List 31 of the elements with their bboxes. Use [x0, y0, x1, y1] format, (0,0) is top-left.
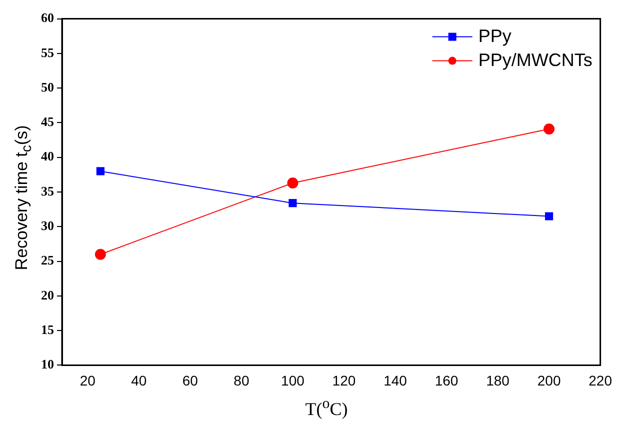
x-tick-label: 180	[486, 372, 510, 388]
point	[94, 248, 106, 260]
y-tick-label: 60	[41, 10, 54, 26]
x-tick-label: 160	[434, 372, 458, 388]
legend-label: PPy/MWCNTs	[478, 50, 592, 70]
y-tick-label: 40	[41, 148, 54, 164]
x-tick-label: 220	[588, 372, 612, 388]
x-tick-label: 120	[332, 372, 356, 388]
x-tick-label: 80	[234, 372, 250, 388]
y-tick-label: 35	[41, 183, 54, 198]
x-tick-label: 20	[80, 372, 96, 388]
y-tick-label: 45	[41, 114, 54, 130]
y-tick-label: 25	[41, 252, 54, 268]
y-tick-label: 15	[41, 322, 54, 337]
x-axis-title: T($^{o}$C)	[304, 396, 349, 420]
point	[545, 212, 554, 220]
x-tick-label: 140	[384, 372, 408, 388]
point	[96, 167, 104, 176]
y-tick-label: 30	[41, 218, 54, 233]
y-tick-label: 50	[41, 79, 54, 94]
x-tick-label: 200	[537, 372, 561, 388]
x-tick-label: 40	[131, 372, 147, 388]
point	[544, 123, 555, 134]
x-tick-label: 100	[281, 372, 305, 388]
legend-label: PPy	[478, 26, 512, 46]
point	[288, 199, 297, 208]
x-tick-label: 60	[182, 372, 198, 388]
y-tick-label: 55	[41, 44, 54, 60]
point	[287, 177, 298, 188]
y-tick-label: 20	[41, 287, 54, 302]
y-tick-label: 10	[41, 356, 54, 372]
